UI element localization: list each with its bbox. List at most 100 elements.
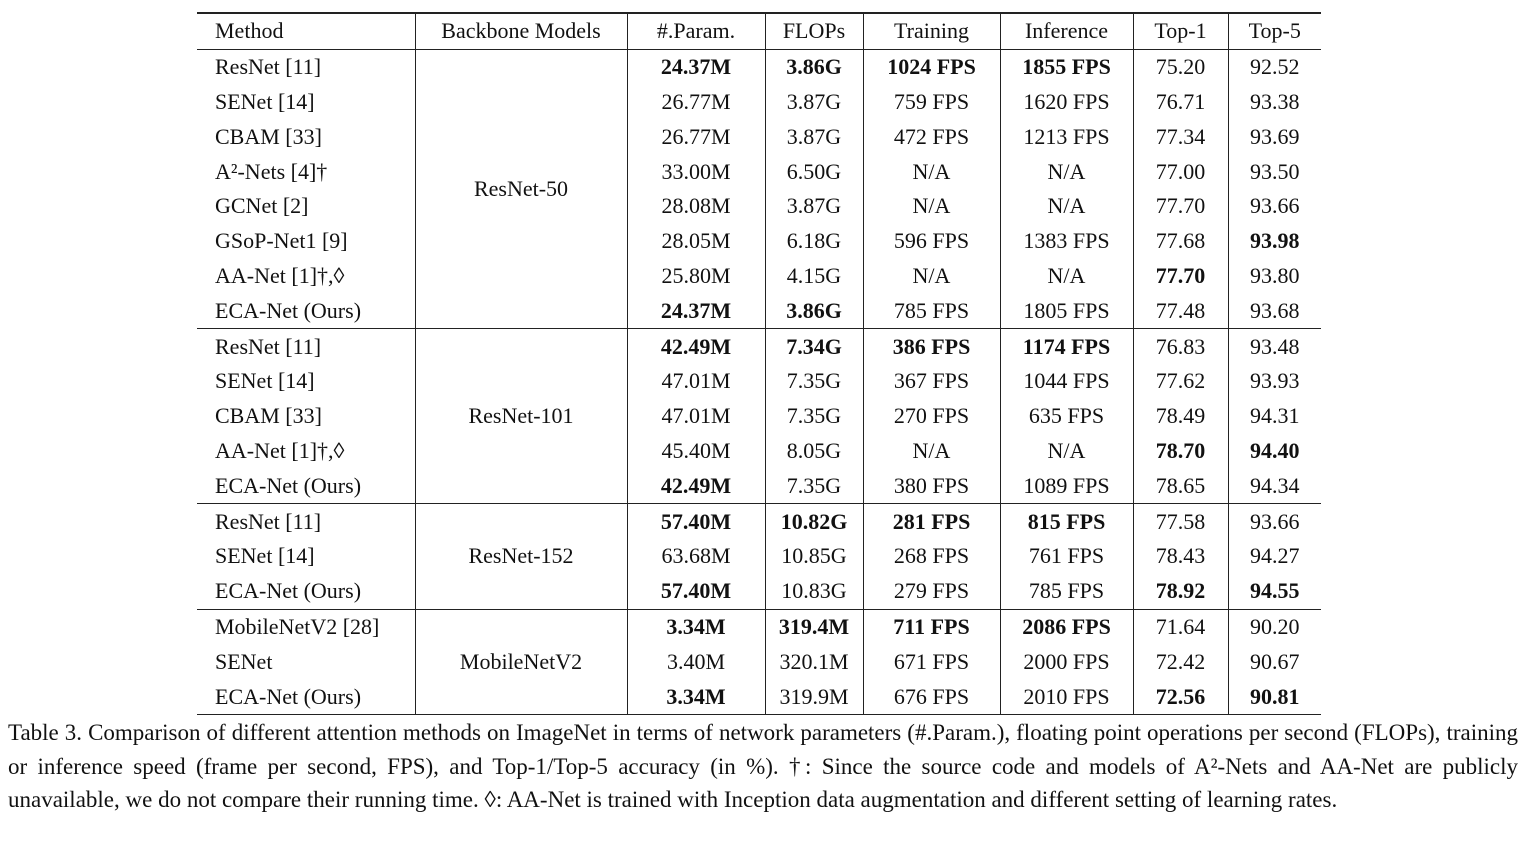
- row-group: ResNet [11] ResNet-50 24.37M 3.86G 1024 FPS 1…: [197, 49, 1321, 329]
- value-cell: 94.31: [1227, 398, 1321, 434]
- method-cell: ECA-Net (Ours): [215, 472, 362, 498]
- value-cell: 815 FPS: [999, 503, 1133, 539]
- value-cell: 785 FPS: [999, 573, 1133, 610]
- value-cell: 77.34: [1132, 119, 1228, 155]
- value-cell: 28.05M: [626, 223, 765, 259]
- value-cell: 472 FPS: [862, 119, 1000, 155]
- value-cell: 77.48: [1132, 293, 1228, 329]
- value-cell: 2000 FPS: [999, 644, 1133, 680]
- value-cell: 72.56: [1132, 679, 1228, 715]
- value-cell: 90.67: [1227, 644, 1321, 680]
- value-cell: 47.01M: [626, 363, 765, 399]
- value-cell: 92.52: [1227, 49, 1321, 85]
- value-cell: 7.34G: [764, 328, 863, 364]
- value-cell: 33.00M: [626, 154, 765, 189]
- table-row: ResNet [11] ResNet-101 42.49M 7.34G 386 FPS 1…: [197, 328, 1321, 504]
- value-cell: 671 FPS: [862, 644, 1000, 680]
- backbone-cell: MobileNetV2: [414, 609, 627, 715]
- table-row: AA-Net [1]†,◊ 45.40M 8.05G N/A N/A 78.70 94.40: [197, 433, 1321, 469]
- value-cell: 77.58: [1132, 503, 1228, 539]
- value-cell: 57.40M: [626, 573, 765, 610]
- table-row: ResNet [11] ResNet-152 57.40M 10.82G 281 FPS…: [197, 503, 1321, 610]
- value-cell: 77.00: [1132, 154, 1228, 189]
- value-cell: 270 FPS: [862, 398, 1000, 434]
- header-cell: #.Param.: [626, 13, 765, 50]
- row-group: ResNet [11] ResNet-101 42.49M 7.34G 386 FPS 1…: [197, 328, 1321, 504]
- method-cell: GSoP-Net1 [9]: [215, 228, 348, 254]
- value-cell: N/A: [999, 154, 1133, 189]
- table-row: CBAM [33] 47.01M 7.35G 270 FPS 635 FPS 78.49 9…: [197, 398, 1321, 434]
- value-cell: 94.34: [1227, 468, 1321, 504]
- table-row: AA-Net [1]†,◊ 25.80M 4.15G N/A N/A 77.70 93.80: [197, 258, 1321, 294]
- value-cell: 3.87G: [764, 188, 863, 224]
- header-cell: FLOPs: [764, 13, 863, 50]
- table-row: GSoP-Net1 [9] 28.05M 6.18G 596 FPS 1383 FPS 7…: [197, 223, 1321, 259]
- method-cell: CBAM [33]: [215, 123, 322, 149]
- value-cell: 596 FPS: [862, 223, 1000, 259]
- header-cell: Top-5: [1227, 13, 1321, 50]
- method-cell: GCNet [2]: [215, 193, 309, 219]
- value-cell: 8.05G: [764, 433, 863, 469]
- value-cell: 1174 FPS: [999, 328, 1133, 364]
- value-cell: 1044 FPS: [999, 363, 1133, 399]
- table-row: A²-Nets [4]† 33.00M 6.50G N/A N/A 77.00 93.50: [197, 154, 1321, 189]
- value-cell: 78.43: [1132, 538, 1228, 574]
- method-cell: SENet [14]: [215, 88, 315, 114]
- value-cell: 3.87G: [764, 119, 863, 155]
- table-row: SENet [14] 47.01M 7.35G 367 FPS 1044 FPS 77.6…: [197, 363, 1321, 399]
- value-cell: N/A: [862, 433, 1000, 469]
- value-cell: 6.50G: [764, 154, 863, 189]
- value-cell: 93.48: [1227, 328, 1321, 364]
- method-cell: CBAM [33]: [215, 403, 322, 429]
- method-cell: ECA-Net (Ours): [215, 683, 362, 709]
- value-cell: 7.35G: [764, 398, 863, 434]
- backbone-cell: ResNet-152: [414, 503, 627, 610]
- value-cell: 93.38: [1227, 84, 1321, 120]
- value-cell: N/A: [862, 154, 1000, 189]
- table-row: ECA-Net (Ours) 3.34M 319.9M 676 FPS 2010 FPS…: [197, 679, 1321, 715]
- value-cell: 76.83: [1132, 328, 1228, 364]
- method-cell: SENet [14]: [215, 543, 315, 569]
- header-cell: Top-1: [1132, 13, 1228, 50]
- method-cell: ResNet [11]: [215, 508, 322, 534]
- value-cell: 93.66: [1227, 188, 1321, 224]
- value-cell: 93.98: [1227, 223, 1321, 259]
- value-cell: N/A: [862, 188, 1000, 224]
- header-cell: Backbone Models: [414, 13, 627, 50]
- value-cell: 1855 FPS: [999, 49, 1133, 85]
- table-row: GCNet [2] 28.08M 3.87G N/A N/A 77.70 93.66: [197, 188, 1321, 224]
- value-cell: 386 FPS: [862, 328, 1000, 364]
- value-cell: 90.81: [1227, 679, 1321, 715]
- value-cell: 1024 FPS: [862, 49, 1000, 85]
- value-cell: 93.66: [1227, 503, 1321, 539]
- value-cell: 94.40: [1227, 433, 1321, 469]
- value-cell: 3.87G: [764, 84, 863, 120]
- value-cell: 1383 FPS: [999, 223, 1133, 259]
- method-cell: SENet [14]: [215, 368, 315, 394]
- value-cell: 759 FPS: [862, 84, 1000, 120]
- value-cell: 367 FPS: [862, 363, 1000, 399]
- table-row: SENet [14] 63.68M 10.85G 268 FPS 761 FPS 78.4…: [197, 538, 1321, 574]
- value-cell: 3.34M: [626, 679, 765, 715]
- value-cell: 761 FPS: [999, 538, 1133, 574]
- method-cell: MobileNetV2 [28]: [215, 613, 380, 639]
- value-cell: 25.80M: [626, 258, 765, 294]
- value-cell: 24.37M: [626, 293, 765, 329]
- table-row: MobileNetV2 [28] MobileNetV2 3.34M 319.4M 71…: [197, 609, 1321, 715]
- value-cell: N/A: [999, 188, 1133, 224]
- table-row: ECA-Net (Ours) 24.37M 3.86G 785 FPS 1805 FPS…: [197, 293, 1321, 329]
- value-cell: 42.49M: [626, 328, 765, 364]
- results-table: Method Backbone Models #.Param. FLOPs Traini…: [197, 12, 1321, 715]
- value-cell: 93.68: [1227, 293, 1321, 329]
- value-cell: 6.18G: [764, 223, 863, 259]
- value-cell: 26.77M: [626, 119, 765, 155]
- value-cell: 42.49M: [626, 468, 765, 504]
- value-cell: 1620 FPS: [999, 84, 1133, 120]
- value-cell: 63.68M: [626, 538, 765, 574]
- value-cell: 2010 FPS: [999, 679, 1133, 715]
- value-cell: 279 FPS: [862, 573, 1000, 610]
- value-cell: 47.01M: [626, 398, 765, 434]
- header-cell: Method: [215, 18, 284, 44]
- method-cell: AA-Net [1]†,◊: [215, 262, 345, 288]
